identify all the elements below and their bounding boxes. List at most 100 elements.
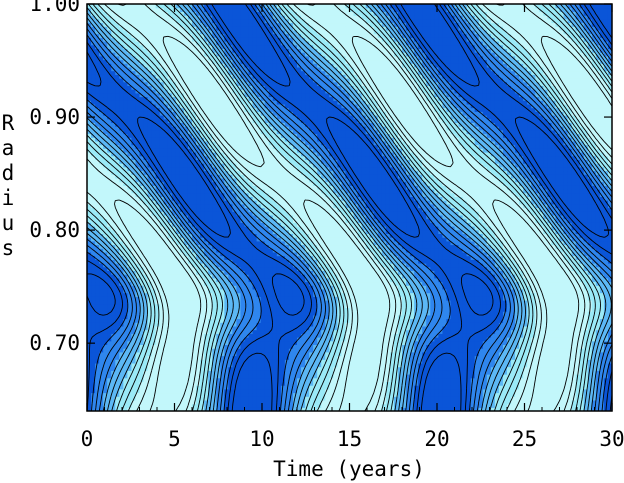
field-cell bbox=[256, 348, 262, 353]
field-cell bbox=[539, 399, 544, 405]
field-cell bbox=[256, 381, 262, 386]
field-cell bbox=[607, 374, 612, 379]
field-cell bbox=[345, 329, 351, 334]
field-cell bbox=[410, 370, 415, 375]
field-cell bbox=[119, 351, 124, 357]
field-cell bbox=[159, 396, 165, 401]
field-cell bbox=[260, 329, 266, 334]
field-cell bbox=[151, 292, 157, 297]
field-cell bbox=[414, 281, 419, 286]
field-cell bbox=[204, 370, 209, 375]
field-cell bbox=[305, 407, 310, 411]
field-cell bbox=[252, 366, 258, 371]
field-cell bbox=[523, 270, 528, 275]
field-cell bbox=[422, 337, 427, 342]
field-cell bbox=[575, 285, 581, 290]
field-cell bbox=[527, 270, 532, 275]
field-cell bbox=[583, 270, 589, 275]
field-cell bbox=[599, 385, 605, 390]
field-cell bbox=[159, 292, 165, 297]
field-cell bbox=[301, 366, 306, 371]
field-cell bbox=[159, 377, 165, 382]
field-cell bbox=[151, 296, 157, 301]
field-cell bbox=[329, 277, 334, 283]
field-cell bbox=[248, 366, 254, 371]
field-cell bbox=[498, 396, 504, 401]
field-cell bbox=[531, 366, 536, 371]
field-cell bbox=[183, 329, 189, 334]
field-cell bbox=[599, 300, 605, 305]
field-cell bbox=[183, 362, 189, 368]
field-cell bbox=[256, 325, 262, 331]
field-cell bbox=[555, 370, 561, 375]
field-cell bbox=[216, 399, 221, 405]
field-cell bbox=[466, 285, 472, 290]
field-cell bbox=[240, 359, 246, 364]
field-cell bbox=[442, 314, 448, 320]
field-cell bbox=[494, 318, 500, 323]
field-cell bbox=[187, 359, 193, 364]
field-cell bbox=[458, 344, 464, 349]
field-cell bbox=[486, 314, 492, 320]
field-cell bbox=[200, 277, 205, 283]
field-cell bbox=[369, 374, 375, 379]
field-cell bbox=[159, 311, 165, 316]
field-cell bbox=[482, 277, 488, 283]
field-cell bbox=[607, 399, 612, 405]
field-cell bbox=[288, 362, 294, 368]
field-cell bbox=[264, 274, 270, 279]
field-cell bbox=[244, 329, 250, 334]
field-cell bbox=[551, 329, 557, 334]
field-cell bbox=[494, 344, 500, 349]
field-cell bbox=[357, 296, 363, 301]
field-cell bbox=[268, 329, 274, 334]
field-cell bbox=[111, 303, 116, 308]
field-cell bbox=[587, 288, 593, 294]
field-cell bbox=[478, 307, 484, 312]
field-cell bbox=[135, 359, 141, 364]
field-cell bbox=[292, 407, 298, 411]
field-cell bbox=[256, 359, 262, 364]
field-cell bbox=[317, 285, 322, 290]
field-cell bbox=[297, 359, 302, 364]
field-cell bbox=[159, 318, 165, 323]
field-cell bbox=[507, 377, 512, 382]
field-cell bbox=[317, 362, 322, 368]
field-cell bbox=[470, 385, 476, 390]
field-cell bbox=[119, 359, 124, 364]
field-cell bbox=[123, 307, 128, 312]
field-cell bbox=[135, 381, 141, 386]
field-cell bbox=[494, 392, 500, 397]
field-cell bbox=[555, 300, 561, 305]
field-cell bbox=[163, 355, 169, 360]
field-cell bbox=[422, 344, 427, 349]
field-cell bbox=[200, 370, 205, 375]
field-cell bbox=[268, 292, 274, 297]
field-cell bbox=[458, 359, 464, 364]
field-cell bbox=[163, 307, 169, 312]
field-cell bbox=[155, 292, 161, 297]
field-cell bbox=[292, 337, 298, 342]
field-cell bbox=[260, 277, 266, 283]
field-cell bbox=[414, 399, 419, 405]
field-cell bbox=[284, 307, 290, 312]
field-cell bbox=[434, 303, 439, 308]
field-cell bbox=[204, 366, 209, 371]
field-cell bbox=[131, 403, 137, 408]
field-cell bbox=[260, 266, 266, 271]
field-cell bbox=[599, 370, 605, 375]
field-cell bbox=[301, 333, 306, 338]
field-cell bbox=[272, 399, 278, 405]
field-cell bbox=[329, 281, 334, 286]
field-cell bbox=[402, 329, 407, 334]
field-cell bbox=[276, 355, 282, 360]
field-cell bbox=[551, 303, 557, 308]
field-cell bbox=[268, 392, 274, 397]
field-cell bbox=[183, 348, 189, 353]
field-cell bbox=[498, 355, 504, 360]
field-cell bbox=[179, 281, 185, 286]
field-cell bbox=[192, 296, 197, 301]
field-cell bbox=[567, 270, 573, 275]
field-cell bbox=[587, 274, 593, 279]
field-cell bbox=[321, 407, 326, 411]
